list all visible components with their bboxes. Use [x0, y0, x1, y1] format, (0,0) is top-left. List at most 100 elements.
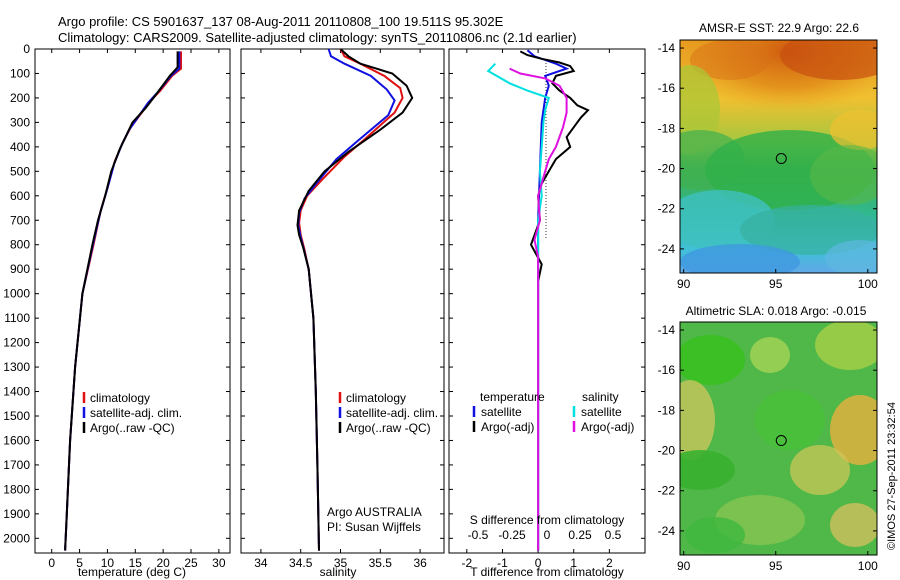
temperature-xlabel: temperature (deg C) — [78, 565, 186, 579]
salinity-xlabel: salinity — [320, 565, 357, 579]
legend-label: satellite-adj. clim. — [346, 406, 438, 420]
depth-tick-label: 700 — [10, 213, 30, 227]
difference-plot-frame — [448, 48, 646, 554]
x-tick-label: 15 — [129, 556, 143, 570]
legend-label: Argo(..raw -QC) — [90, 421, 175, 435]
x-tick-label: 36 — [413, 556, 427, 570]
map-lat-label: -20 — [658, 162, 676, 176]
depth-tick-label: 1500 — [3, 409, 30, 423]
map-lat-label: -24 — [658, 524, 676, 538]
x-tick-label: 34 — [254, 556, 268, 570]
x-tick-label: 35 — [334, 556, 348, 570]
depth-tick-label: 1000 — [3, 287, 30, 301]
legend-label: climatology — [90, 391, 150, 405]
temperature-plot-frame — [34, 48, 231, 554]
x-tick-label: 25 — [184, 556, 198, 570]
legend-label: Argo(-adj) — [581, 420, 634, 434]
sla-map-axis-ticks: 90 95 100 -14 -16 -18 -20 -22 -24 — [658, 323, 878, 573]
s-diff-tick-label: -0.25 — [498, 528, 526, 542]
legend-label: climatology — [346, 391, 406, 405]
depth-tick-label: 400 — [10, 140, 30, 154]
depth-tick-label: 1400 — [3, 385, 30, 399]
difference-depth-ticks — [449, 48, 645, 539]
salinity-panel: 34 34.5 35 35.5 36 salinity climatologysatel… — [240, 48, 445, 579]
salinity-depth-ticks — [241, 48, 444, 539]
x-tick-label: 0 — [48, 556, 55, 570]
map-lat-label: -14 — [658, 323, 676, 337]
x-tick-label: 0 — [535, 556, 542, 570]
s-difference-xlabel: S difference from climatology — [470, 513, 625, 527]
t-difference-xlabel: T difference from climatology — [470, 565, 624, 579]
depth-tick-label: 2000 — [3, 531, 30, 545]
depth-tick-label: 1200 — [3, 336, 30, 350]
sst-map-frame — [679, 39, 878, 274]
series-line-argo-raw-qc- — [296, 48, 414, 551]
depth-tick-label: 100 — [10, 66, 30, 80]
title-line-2: Climatology: CARS2009. Satellite-adjuste… — [58, 30, 577, 45]
sst-map-title: AMSR-E SST: 22.9 Argo: 22.6 — [699, 21, 859, 35]
depth-tick-label: 1800 — [3, 482, 30, 496]
figure-title: Argo profile: CS 5901637_137 08-Aug-2011… — [58, 14, 577, 45]
x-tick-label: 30 — [212, 556, 226, 570]
depth-tick-label: 1600 — [3, 433, 30, 447]
sla-map-frame — [679, 321, 878, 556]
sst-map-panel: AMSR-E SST: 22.9 Argo: 22.6 90 95 100 -14 -1… — [658, 21, 878, 291]
legend-label: satellite — [481, 405, 522, 419]
x-tick-label: 34.5 — [289, 556, 313, 570]
depth-tick-label: 900 — [10, 262, 30, 276]
map-lon-label: 95 — [769, 277, 783, 291]
argo-australia-label: Argo AUSTRALIA — [327, 505, 422, 519]
difference-series — [486, 49, 590, 551]
s-diff-tick-label: 0.5 — [605, 528, 622, 542]
x-tick-label: 5 — [76, 556, 83, 570]
sst-heatmap — [680, 40, 877, 273]
x-tick-label: -2 — [461, 556, 472, 570]
t-difference-axis-ticks: -2 -1 0 1 2 — [461, 49, 613, 570]
depth-tick-label: 800 — [10, 238, 30, 252]
difference-legend: temperaturesatelliteArgo(-adj)salinitysa… — [472, 390, 634, 434]
argo-float-marker-sla — [775, 435, 787, 447]
legend-label: Argo(..raw -QC) — [346, 421, 431, 435]
depth-tick-label: 1100 — [4, 311, 30, 325]
x-tick-label: 1 — [570, 556, 577, 570]
difference-panel: -2 -1 0 1 2 -0.5 -0.25 0 0.25 0.5 T difference f… — [448, 48, 646, 579]
series-line-argo-raw-qc- — [64, 51, 179, 551]
salinity-plot-frame — [240, 48, 445, 554]
map-lat-label: -18 — [658, 403, 676, 417]
temperature-series — [64, 51, 182, 551]
s-diff-tick-label: 0 — [544, 528, 551, 542]
legend-label: satellite-adj. clim. — [90, 406, 182, 420]
depth-tick-label: 200 — [10, 91, 30, 105]
depth-tick-label: 300 — [10, 115, 30, 129]
legend-group-title: temperature — [480, 390, 545, 404]
s-difference-axis-ticks: -0.5 -0.25 0 0.25 0.5 — [468, 528, 622, 542]
salinity-axis-ticks: 34 34.5 35 35.5 36 — [254, 49, 427, 570]
legend-label: Argo(-adj) — [481, 420, 534, 434]
x-tick-label: 2 — [606, 556, 613, 570]
depth-tick-label: 1700 — [3, 458, 30, 472]
x-tick-label: 10 — [101, 556, 115, 570]
map-lat-label: -24 — [658, 242, 676, 256]
legend-group-title: salinity — [582, 390, 619, 404]
depth-tick-label: 0 — [23, 42, 30, 56]
legend-label: satellite — [581, 405, 622, 419]
pi-label: PI: Susan Wijffels — [327, 520, 421, 534]
argo-float-marker — [775, 153, 787, 165]
map-lon-label: 90 — [677, 277, 691, 291]
map-lat-label: -20 — [658, 444, 676, 458]
map-lat-label: -22 — [658, 484, 676, 498]
temperature-axis-ticks: 0 5 10 15 20 25 30 — [48, 49, 226, 570]
map-lon-label: 100 — [858, 277, 878, 291]
s-diff-tick-label: 0.25 — [568, 528, 592, 542]
x-tick-label: 35.5 — [369, 556, 393, 570]
depth-tick-label: 1900 — [3, 507, 30, 521]
map-lon-label: 90 — [677, 559, 691, 573]
series-line-salinity-argo-adj- — [509, 67, 568, 551]
map-lat-label: -14 — [658, 41, 676, 55]
sla-map-panel: Altimetric SLA: 0.018 Argo: -0.015 90 95 1… — [658, 304, 878, 573]
map-lat-label: -18 — [658, 121, 676, 135]
depth-tick-label: 1300 — [3, 360, 30, 374]
map-lat-label: -16 — [658, 81, 676, 95]
